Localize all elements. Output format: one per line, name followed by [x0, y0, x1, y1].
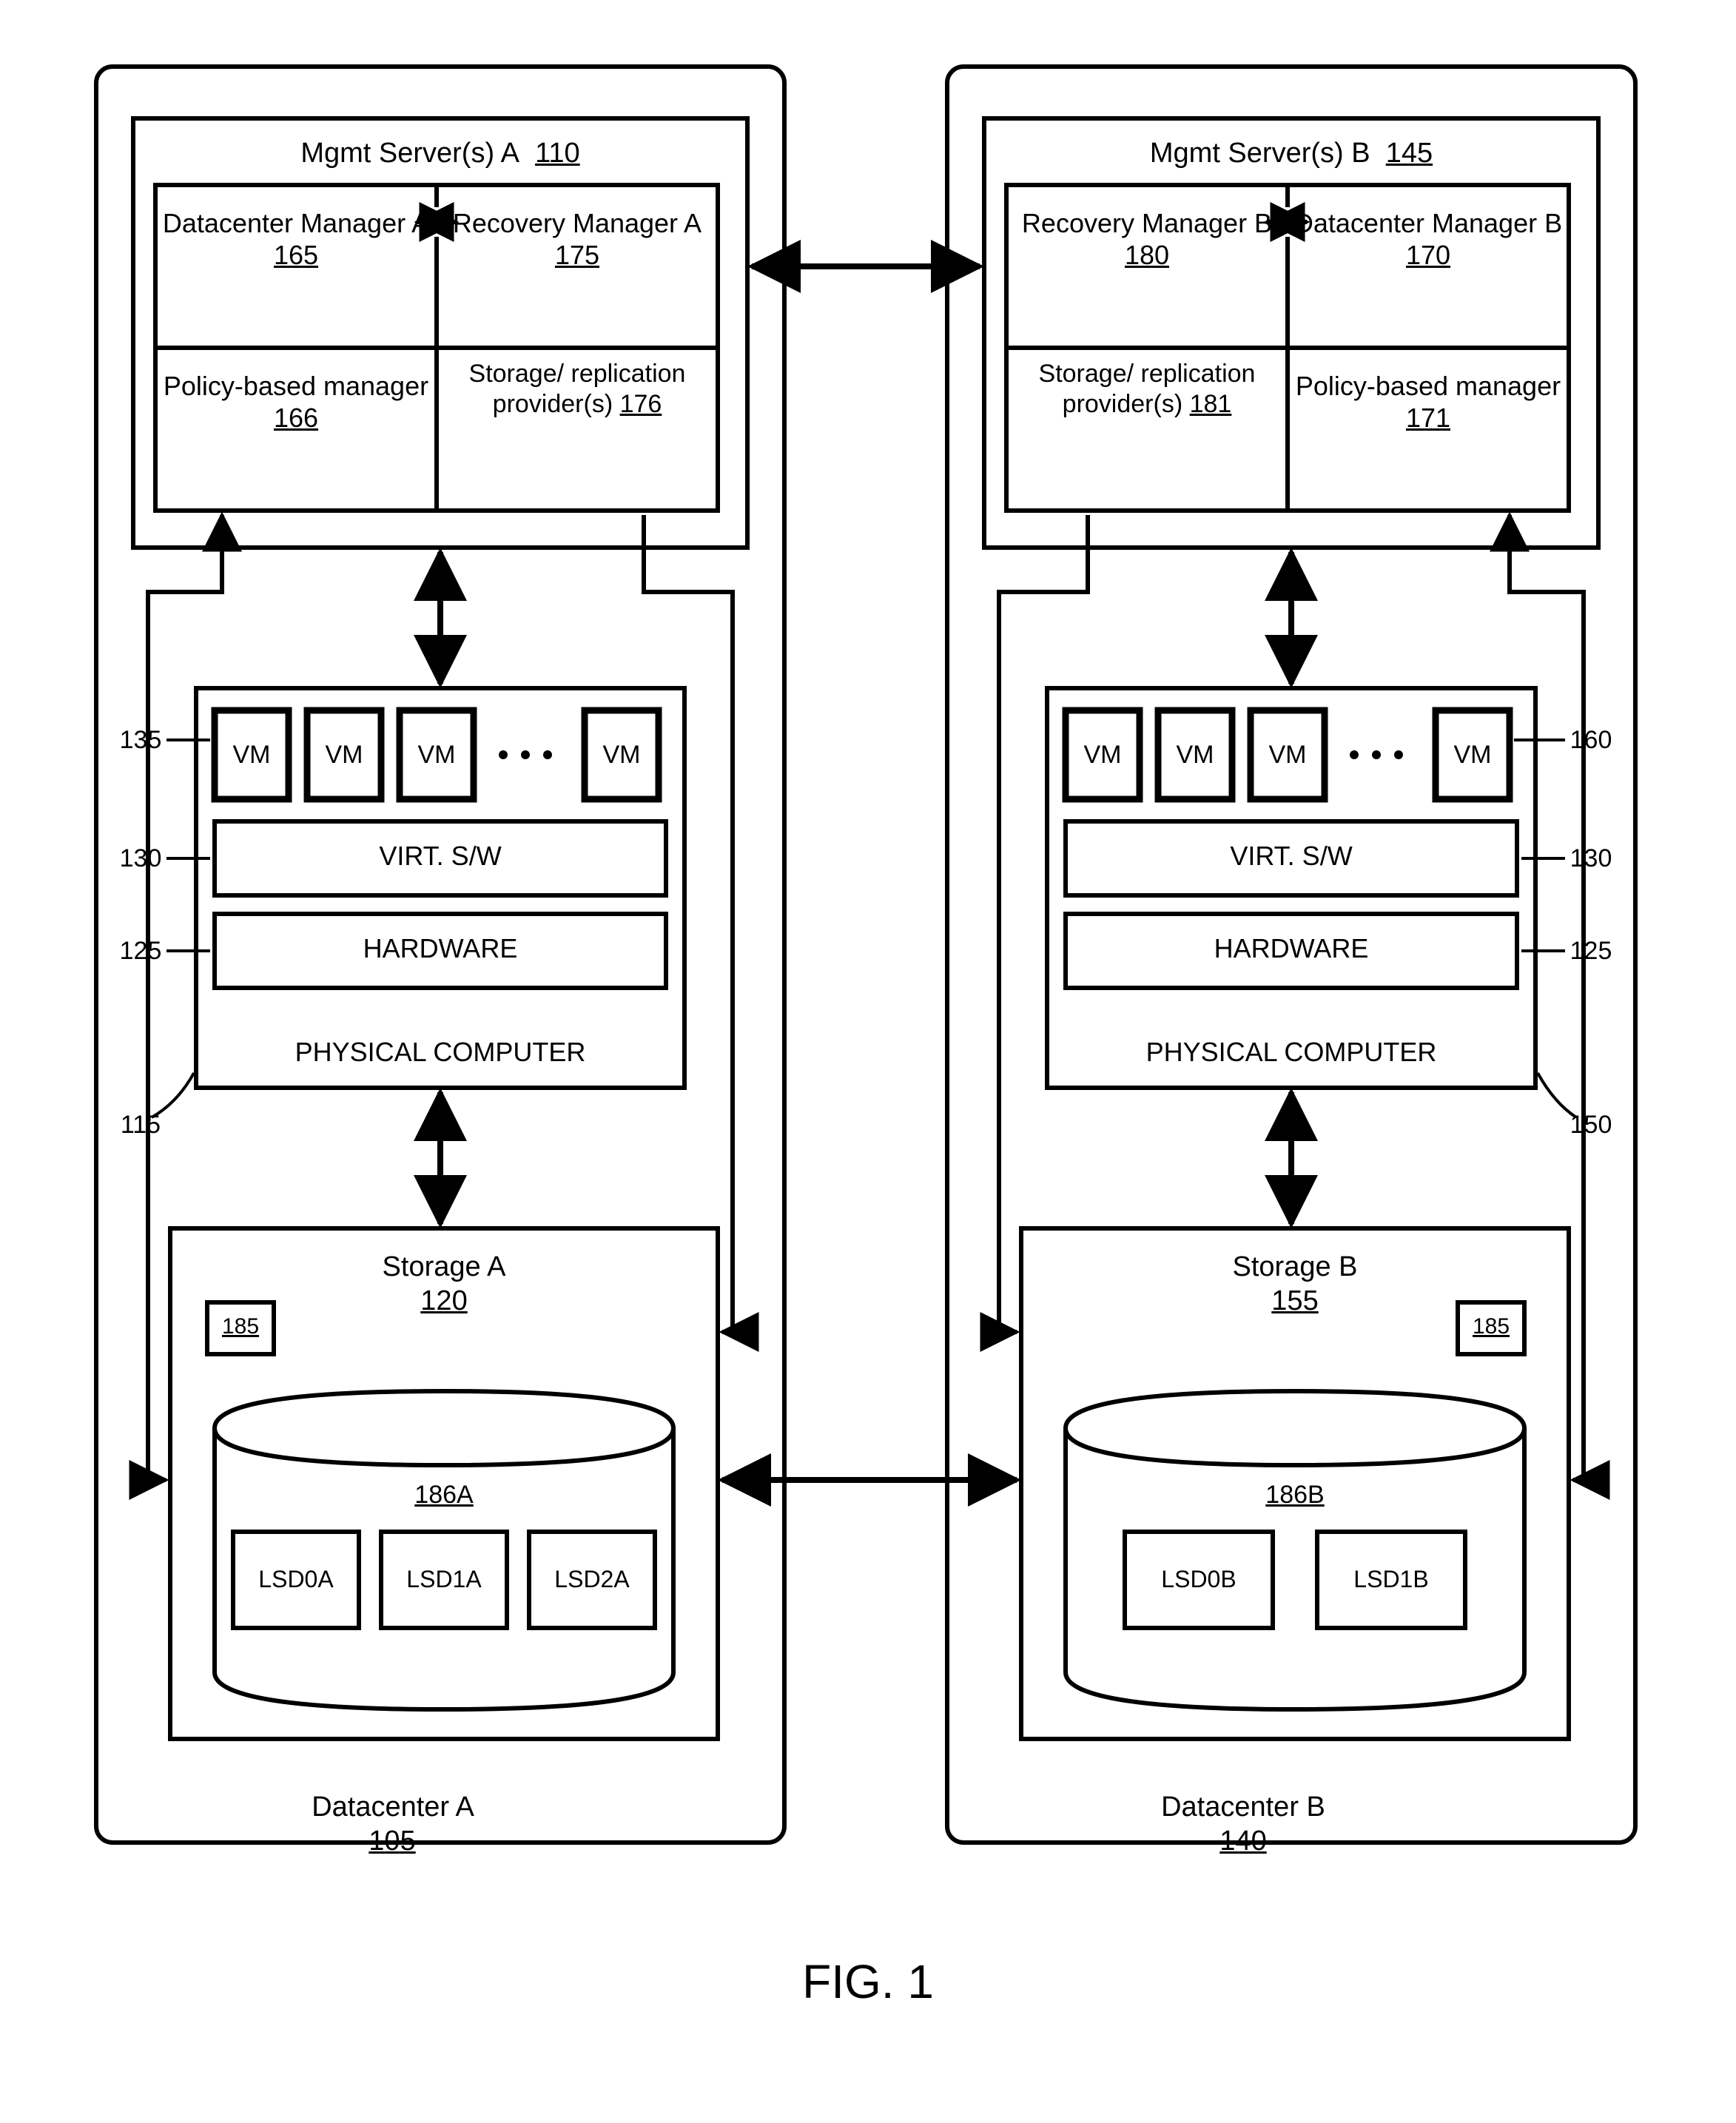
ref-115: 115	[111, 1110, 170, 1140]
lsd0b: LSD0B	[1125, 1565, 1273, 1593]
vm-a-3: VM	[400, 740, 474, 770]
hw-a: HARDWARE	[215, 932, 666, 964]
storage-a-title: Storage A 120	[333, 1251, 555, 1318]
vm-b-1: VM	[1066, 740, 1140, 770]
ref-185-b: 185	[1458, 1313, 1524, 1340]
policy-b-text: Policy-based manager	[1296, 371, 1561, 401]
hw-b: HARDWARE	[1066, 932, 1517, 964]
policy-b: Policy-based manager 171	[1291, 370, 1565, 434]
mgmt-b-title-num: 145	[1386, 138, 1433, 169]
dc-b-title-num: 140	[1219, 1826, 1266, 1857]
ref-125-a: 125	[115, 936, 166, 966]
ref-125-b: 125	[1565, 936, 1617, 966]
dc-mgr-b: Datacenter Manager B 170	[1291, 207, 1565, 271]
dc-a-title-num: 105	[369, 1826, 415, 1857]
ref-186a: 186A	[370, 1480, 518, 1510]
vm-b-4: VM	[1436, 740, 1510, 770]
storage-a-num: 120	[420, 1285, 467, 1316]
storage-b-num: 155	[1271, 1285, 1318, 1316]
lsd2a: LSD2A	[529, 1565, 655, 1593]
phys-b-label: PHYSICAL COMPUTER	[1047, 1036, 1535, 1068]
dc-a-title: Datacenter A 105	[296, 1791, 488, 1858]
rec-mgr-b-num: 180	[1125, 240, 1169, 270]
dc-mgr-b-text: Datacenter Manager B	[1294, 208, 1562, 238]
rec-mgr-b-text: Recovery Manager B	[1022, 208, 1272, 238]
policy-b-num: 171	[1406, 403, 1450, 433]
mgmt-a-title: Mgmt Server(s) A 110	[222, 137, 659, 171]
ref-186b: 186B	[1221, 1480, 1369, 1510]
vm-b-2: VM	[1158, 740, 1232, 770]
mgmt-b-title: Mgmt Server(s) B 145	[1073, 137, 1510, 171]
dc-mgr-a: Datacenter Manager A 165	[159, 207, 433, 271]
ref-160: 160	[1565, 725, 1617, 756]
mgmt-a-title-text: Mgmt Server(s) A	[300, 138, 519, 169]
dc-b-title-text: Datacenter B	[1161, 1791, 1325, 1823]
lsd1b: LSD1B	[1317, 1565, 1465, 1593]
srp-a: Storage/ replication provider(s) 176	[440, 359, 714, 420]
storage-b-title: Storage B 155	[1184, 1251, 1406, 1318]
storage-b-text: Storage B	[1233, 1251, 1358, 1282]
ref-135: 135	[115, 725, 166, 756]
diagram-canvas: FIG. 1 Datacenter A 105 Datacenter B 140…	[0, 0, 1736, 2123]
rec-mgr-a: Recovery Manager A 175	[440, 207, 714, 271]
ref-130-a: 130	[115, 844, 166, 874]
dc-mgr-b-num: 170	[1406, 240, 1450, 270]
virt-b: VIRT. S/W	[1066, 840, 1517, 872]
lsd0a: LSD0A	[233, 1565, 359, 1593]
storage-a-text: Storage A	[383, 1251, 506, 1282]
mgmt-b-title-text: Mgmt Server(s) B	[1150, 138, 1370, 169]
ref-130-b: 130	[1565, 844, 1617, 874]
rec-mgr-a-num: 175	[555, 240, 599, 270]
rec-mgr-b: Recovery Manager B 180	[1010, 207, 1284, 271]
lsd1a: LSD1A	[381, 1565, 507, 1593]
rec-mgr-a-text: Recovery Manager A	[453, 208, 702, 238]
srp-b-num: 181	[1190, 390, 1232, 418]
vm-a-1: VM	[215, 740, 289, 770]
vm-b-3: VM	[1251, 740, 1325, 770]
policy-a: Policy-based manager 166	[159, 370, 433, 434]
phys-a-label: PHYSICAL COMPUTER	[196, 1036, 684, 1068]
dc-b-title: Datacenter B 140	[1147, 1791, 1339, 1858]
policy-a-text: Policy-based manager	[164, 371, 428, 401]
srp-b: Storage/ replication provider(s) 181	[1010, 359, 1284, 420]
mgmt-a-title-num: 110	[535, 138, 580, 169]
policy-a-num: 166	[274, 403, 318, 433]
figure-label: FIG. 1	[740, 1954, 996, 2011]
dc-a-title-text: Datacenter A	[312, 1791, 473, 1823]
vm-a-4: VM	[585, 740, 659, 770]
vm-a-2: VM	[307, 740, 381, 770]
dc-mgr-a-text: Datacenter Manager A	[163, 208, 429, 238]
dc-mgr-a-num: 165	[274, 240, 318, 270]
virt-a: VIRT. S/W	[215, 840, 666, 872]
srp-a-num: 176	[620, 390, 662, 418]
ref-150: 150	[1561, 1110, 1621, 1140]
ref-185-a: 185	[207, 1313, 274, 1340]
